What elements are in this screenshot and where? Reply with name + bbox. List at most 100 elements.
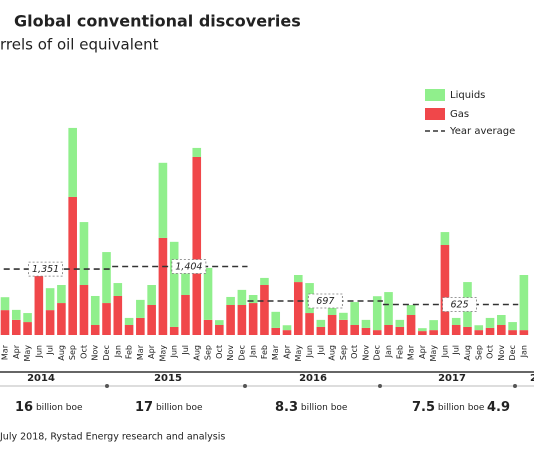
year-average-label: 625 (451, 300, 469, 311)
bar-segment (474, 325, 484, 331)
x-tick-label: Jan (384, 345, 393, 358)
bar-segment (90, 325, 100, 335)
bar-segment (372, 296, 382, 331)
bar-segment (215, 325, 224, 335)
bar-segment (45, 310, 55, 335)
x-tick-label: May (294, 345, 303, 362)
x-tick-label: Jul (181, 345, 190, 356)
chart-subtitle: rrels of oil equivalent (0, 36, 159, 54)
bar-segment (147, 285, 156, 305)
bar-segment (497, 315, 506, 325)
bar-segment (203, 267, 213, 320)
bar-segment (384, 292, 393, 325)
bar-segment (451, 317, 461, 325)
year-divider-dot (513, 384, 517, 388)
bar-segment (181, 262, 190, 295)
bar-segment (79, 222, 89, 285)
bar-segment (418, 331, 427, 335)
year-label: 2015 (154, 373, 182, 384)
year-divider-dot (243, 384, 247, 388)
bar-segment (90, 295, 100, 325)
year-total-value: 8.3 (275, 400, 298, 415)
bar-segment (248, 295, 258, 304)
bar-segment (34, 275, 44, 335)
x-tick-label: Oct (350, 345, 359, 359)
bar-segment (451, 325, 461, 335)
year-total-unit: billion boe (438, 403, 485, 413)
x-tick-label: Aug (192, 345, 201, 361)
x-tick-label: Oct (486, 345, 495, 359)
bar-segment (260, 277, 269, 285)
bar-segment (181, 295, 190, 335)
x-tick-label: Sep (474, 345, 483, 360)
x-tick-label: Dec (102, 345, 111, 360)
legend-label: Liquids (450, 90, 485, 101)
year-divider-dot (378, 384, 382, 388)
x-tick-label: Apr (283, 344, 292, 359)
bar-segment (395, 319, 405, 327)
bar-segment (429, 330, 438, 335)
bar-segment (68, 127, 77, 197)
bar-segment (519, 275, 529, 331)
bar-segment (147, 305, 156, 335)
year-average-label: 1,404 (175, 262, 202, 273)
bar-segment (372, 330, 382, 335)
x-tick-label: Aug (57, 345, 66, 361)
bar-segment (113, 295, 123, 335)
year-total: 7.5 billion boe (412, 400, 485, 415)
bar-segment (316, 326, 326, 335)
bar-segment (226, 296, 235, 305)
x-tick-label: Nov (361, 345, 370, 361)
x-tick-label: May (429, 345, 438, 362)
bar-segment (497, 325, 506, 335)
x-tick-label: Mar (407, 344, 416, 360)
x-tick-label: Dec (237, 345, 246, 360)
bar-segment (237, 289, 247, 305)
year-total: 4.9 (487, 400, 510, 415)
bar-segment (124, 317, 134, 325)
bar-segment (316, 319, 326, 327)
bar-segment (339, 312, 348, 320)
bar-segment (260, 285, 269, 335)
bar-segment (508, 322, 517, 331)
bar-segment (282, 330, 292, 335)
bar-segment (113, 283, 123, 296)
bar-segment (485, 317, 495, 328)
bar-segment (23, 322, 32, 335)
x-tick-label: May (158, 345, 167, 362)
year-total-unit: billion boe (156, 403, 203, 413)
bar-segment (406, 315, 416, 335)
legend-label: Gas (450, 109, 469, 120)
year-total-value: 16 (15, 400, 33, 415)
x-tick-label: Sep (204, 345, 213, 360)
year-total: 8.3 billion boe (275, 400, 348, 415)
x-tick-label: Sep (339, 345, 348, 360)
x-tick-label: Jun (305, 345, 314, 359)
x-tick-label: Oct (79, 345, 88, 359)
year-average-label: 697 (316, 296, 334, 307)
year-total-value: 17 (135, 400, 153, 415)
bar-segment (361, 319, 371, 328)
x-tick-label: Jan (519, 345, 528, 358)
bar-segment (485, 327, 495, 335)
bar-segment (271, 327, 281, 335)
bar-segment (395, 326, 405, 335)
bar-segment (169, 241, 179, 327)
x-tick-label: Nov (497, 345, 506, 361)
x-tick-label: Apr (147, 344, 156, 359)
bar-segment (226, 305, 235, 335)
x-tick-label: Feb (260, 345, 269, 359)
x-tick-label: Mar (1, 344, 10, 360)
bar-segment (248, 303, 258, 335)
bar-segment (361, 327, 371, 335)
bar-segment (124, 325, 134, 335)
bar-segment (136, 317, 145, 335)
year-average-label-box (171, 259, 207, 274)
bar-segment (463, 326, 472, 335)
x-tick-label: Jun (34, 345, 43, 359)
bar-segment (169, 326, 179, 335)
bar-segment (57, 285, 66, 304)
bar-segment (429, 320, 438, 331)
bar-segment (384, 325, 393, 335)
legend-swatch (425, 108, 445, 120)
